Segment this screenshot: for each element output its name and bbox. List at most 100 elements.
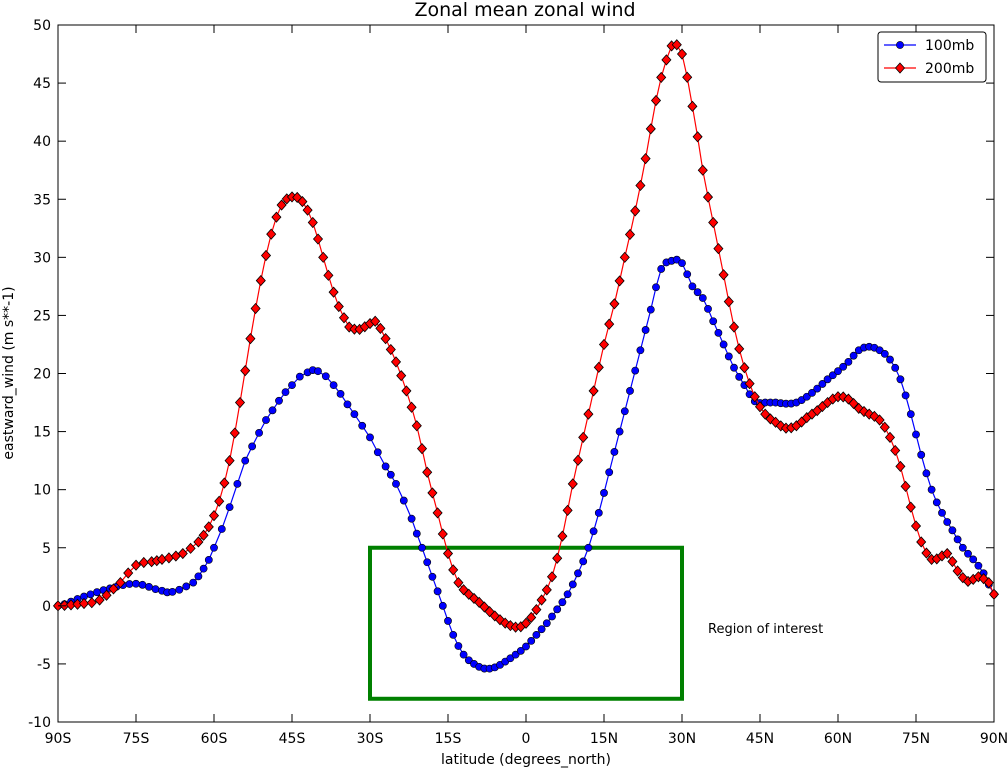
data-point-100mb xyxy=(350,410,359,419)
data-point-200mb xyxy=(442,547,454,560)
data-point-100mb xyxy=(652,283,660,292)
data-point-200mb xyxy=(687,100,698,112)
data-point-200mb xyxy=(203,521,214,533)
data-point-100mb xyxy=(459,650,468,659)
data-point-200mb xyxy=(396,370,407,382)
data-point-100mb xyxy=(151,585,160,594)
data-point-200mb xyxy=(661,54,672,66)
data-point-100mb xyxy=(714,328,723,337)
data-point-100mb xyxy=(241,456,250,465)
data-point-100mb xyxy=(948,526,957,535)
data-point-200mb xyxy=(952,565,963,577)
data-point-200mb xyxy=(656,71,667,84)
data-point-100mb xyxy=(454,642,463,650)
data-point-100mb xyxy=(730,363,738,372)
data-point-200mb xyxy=(744,378,755,390)
data-point-200mb xyxy=(983,577,994,589)
x-tick-label: 75S xyxy=(123,731,150,747)
data-point-200mb xyxy=(307,216,318,229)
data-point-200mb xyxy=(101,589,112,601)
data-point-100mb xyxy=(880,349,889,358)
data-point-200mb xyxy=(536,594,547,606)
data-point-100mb xyxy=(901,391,910,400)
data-point-100mb xyxy=(255,428,263,437)
data-point-200mb xyxy=(557,530,568,542)
data-point-100mb xyxy=(373,448,382,457)
data-point-200mb xyxy=(422,466,433,478)
data-point-200mb xyxy=(453,577,464,589)
data-point-100mb xyxy=(194,572,203,581)
y-tick-label: 20 xyxy=(33,367,51,383)
region-of-interest-box xyxy=(368,545,684,701)
data-point-100mb xyxy=(802,392,811,401)
data-point-100mb xyxy=(886,355,894,364)
data-point-200mb xyxy=(432,507,443,519)
y-tick-label: 5 xyxy=(42,541,51,557)
data-point-200mb xyxy=(338,312,350,324)
data-point-100mb xyxy=(199,564,208,573)
data-point-100mb xyxy=(314,367,322,376)
data-point-100mb xyxy=(138,580,147,589)
data-point-200mb xyxy=(234,396,246,409)
data-point-100mb xyxy=(704,304,712,313)
data-point-100mb xyxy=(709,317,718,326)
y-axis: -10 -5 0 5 10 15 20 25 30 35 40 45 50 xyxy=(28,18,994,731)
x-tick-label: 30S xyxy=(357,731,384,747)
data-point-200mb xyxy=(609,298,620,310)
data-point-200mb xyxy=(401,385,412,397)
x-tick-label: 90N xyxy=(980,731,1008,747)
data-point-100mb xyxy=(125,580,134,588)
y-tick-label: 50 xyxy=(33,18,51,34)
data-point-100mb xyxy=(849,351,858,360)
data-point-100mb xyxy=(688,282,697,291)
data-point-100mb xyxy=(568,580,577,589)
series-100mb xyxy=(54,255,998,673)
data-point-100mb xyxy=(262,416,270,424)
data-point-100mb xyxy=(912,430,920,439)
y-tick-label: -10 xyxy=(28,715,51,731)
data-point-100mb xyxy=(917,450,926,459)
data-point-200mb xyxy=(370,315,381,327)
data-point-100mb xyxy=(433,587,442,596)
data-point-100mb xyxy=(175,585,184,594)
x-axis: 90S 75S 60S 45S 30S 15S 0 15N 30N 45N 60N 75N 90N xyxy=(45,25,1008,747)
data-point-200mb xyxy=(614,275,625,287)
data-point-200mb xyxy=(692,131,703,143)
x-tick-label: 60N xyxy=(824,731,852,747)
data-point-200mb xyxy=(177,547,188,560)
data-point-100mb xyxy=(943,518,952,526)
data-point-200mb xyxy=(702,191,714,203)
data-point-200mb xyxy=(78,597,90,610)
data-point-200mb xyxy=(115,577,126,589)
data-point-200mb xyxy=(546,571,558,583)
data-point-100mb xyxy=(288,381,296,390)
legend: 100mb 200mb xyxy=(877,31,987,83)
data-point-200mb xyxy=(302,204,313,216)
data-point-100mb xyxy=(636,346,645,355)
data-point-200mb xyxy=(86,597,97,609)
data-point-200mb xyxy=(749,391,760,403)
data-point-200mb xyxy=(874,414,885,426)
data-point-200mb xyxy=(988,588,1000,600)
data-point-100mb xyxy=(693,288,702,297)
data-point-100mb xyxy=(511,650,520,659)
data-point-200mb xyxy=(390,356,402,368)
data-point-200mb xyxy=(312,233,324,245)
data-point-200mb xyxy=(583,408,594,420)
data-point-100mb xyxy=(594,509,603,517)
data-point-200mb xyxy=(921,547,932,559)
data-point-100mb xyxy=(579,557,588,566)
data-point-200mb xyxy=(250,302,261,315)
data-point-100mb xyxy=(366,433,374,442)
data-point-200mb xyxy=(266,228,277,240)
data-point-100mb xyxy=(969,555,978,564)
data-point-100mb xyxy=(808,388,816,397)
data-point-200mb xyxy=(640,152,651,165)
data-point-200mb xyxy=(713,243,724,255)
data-point-200mb xyxy=(739,362,750,374)
data-point-200mb xyxy=(108,583,119,595)
annotation-layer: Region of interest xyxy=(708,622,823,637)
data-point-100mb xyxy=(189,578,198,587)
data-point-200mb xyxy=(138,556,149,569)
y-tick-label: -5 xyxy=(37,657,51,673)
